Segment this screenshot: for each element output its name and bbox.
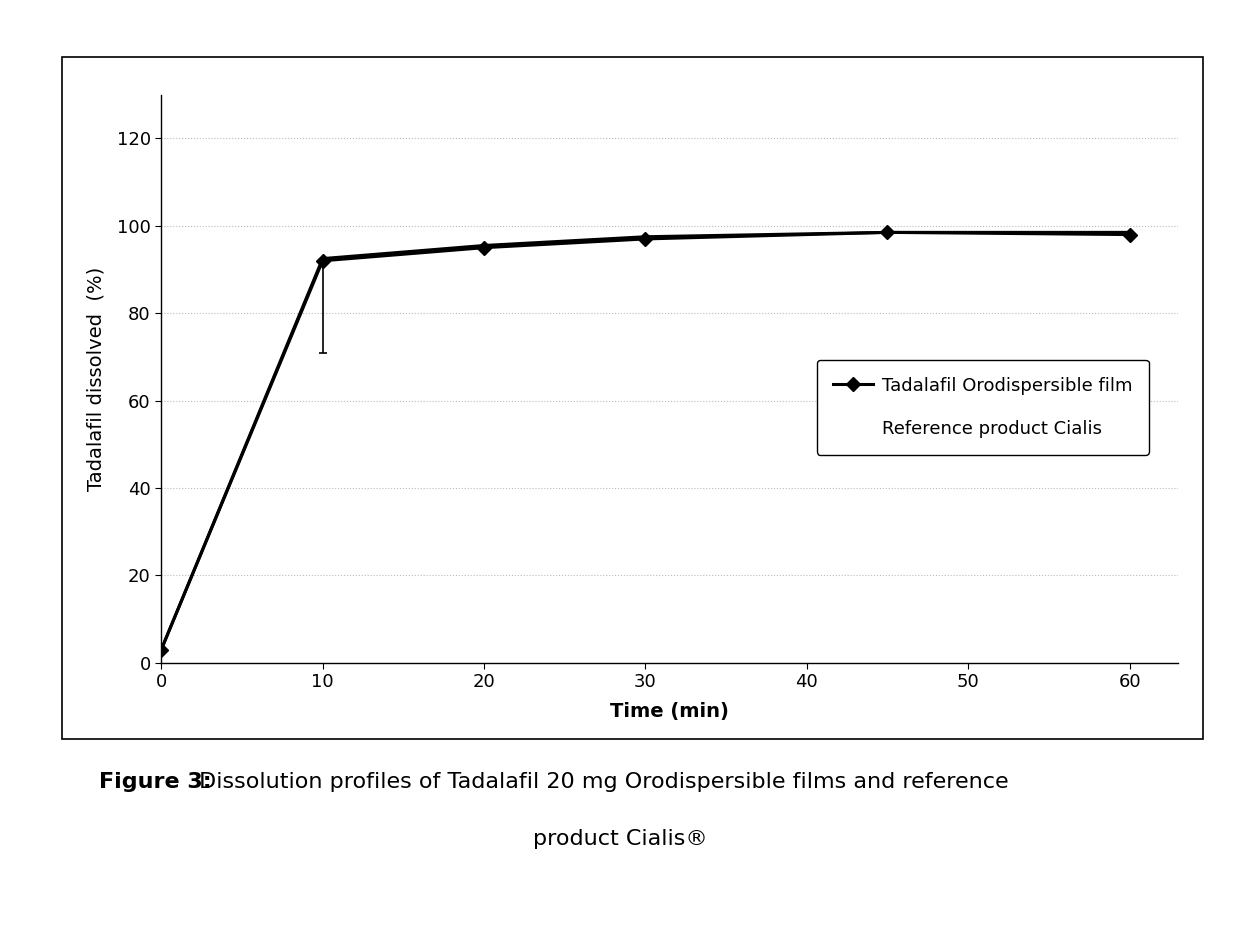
Y-axis label: Tadalafil dissolved  (%): Tadalafil dissolved (%) (87, 267, 105, 491)
Text: Dissolution profiles of Tadalafil 20 mg Orodispersible films and reference: Dissolution profiles of Tadalafil 20 mg … (192, 772, 1009, 792)
Reference product Cialis (637, 231, 652, 242)
Text: Figure 3:: Figure 3: (99, 772, 212, 792)
Text: product Cialis®: product Cialis® (533, 829, 707, 849)
X-axis label: Time (min): Time (min) (610, 703, 729, 722)
Legend: Tadalafil Orodispersible film, Reference product Cialis: Tadalafil Orodispersible film, Reference… (817, 360, 1148, 455)
Reference product Cialis (1122, 226, 1137, 238)
Reference product Cialis (154, 644, 169, 655)
Line: Reference product Cialis: Reference product Cialis (161, 232, 1130, 650)
Reference product Cialis (315, 253, 330, 264)
Reference product Cialis (476, 240, 491, 251)
Reference product Cialis (880, 226, 895, 238)
